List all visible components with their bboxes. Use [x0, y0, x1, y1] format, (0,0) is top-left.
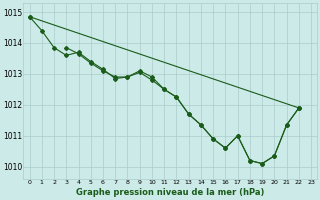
X-axis label: Graphe pression niveau de la mer (hPa): Graphe pression niveau de la mer (hPa): [76, 188, 265, 197]
